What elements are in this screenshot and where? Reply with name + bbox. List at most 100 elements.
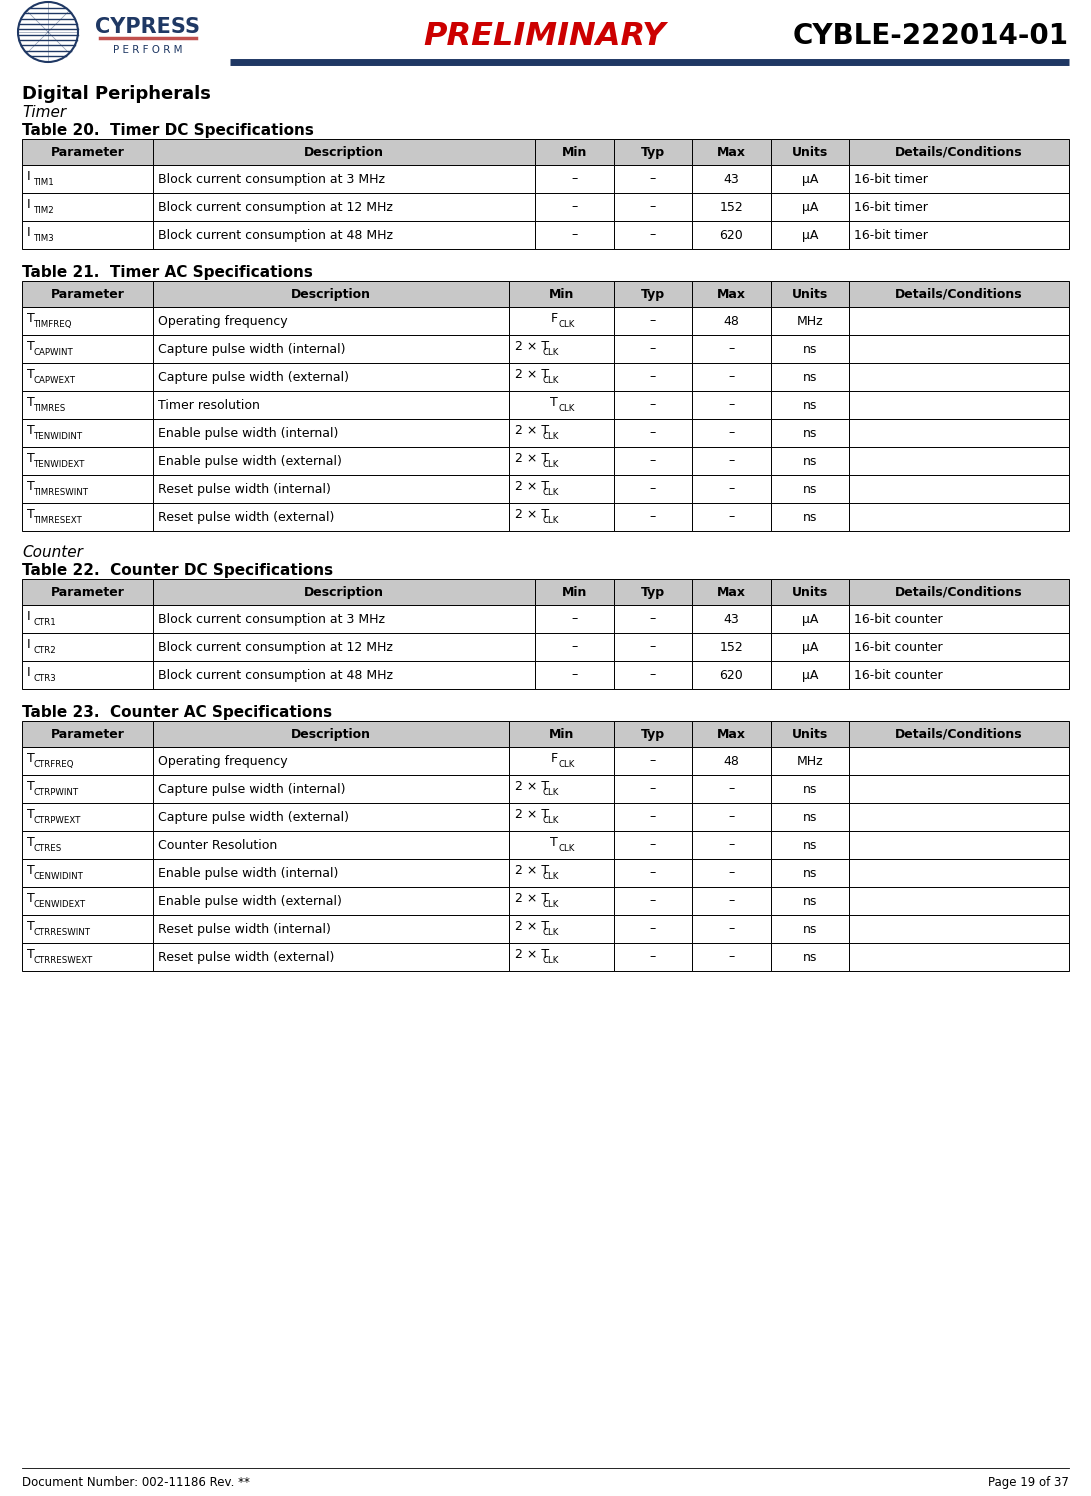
Text: ns: ns [803,398,817,411]
Bar [770,476,849,503]
Text: Block current consumption at 12 MHz: Block current consumption at 12 MHz [158,200,393,214]
Bar [613,503,692,531]
Bar [22,859,153,887]
Text: CENWIDEXT: CENWIDEXT [34,899,86,908]
Bar [692,165,770,193]
Bar [153,942,508,971]
Bar [22,165,153,193]
Text: Max: Max [717,287,746,301]
Text: –: – [572,612,577,625]
Text: CTRRESWINT: CTRRESWINT [34,928,91,936]
Bar [613,447,692,476]
Bar [770,859,849,887]
Text: Units: Units [792,287,828,301]
Bar [22,887,153,916]
Text: Min: Min [549,287,574,301]
Text: Min: Min [549,727,574,741]
Text: MHz: MHz [796,754,824,767]
Text: T: T [27,863,35,877]
Text: 16-bit timer: 16-bit timer [854,229,928,241]
Text: 2 × T: 2 × T [515,480,549,492]
Text: –: – [728,811,734,823]
Text: CYPRESS: CYPRESS [96,16,201,37]
Bar [613,364,692,390]
Text: Reset pulse width (internal): Reset pulse width (internal) [158,923,331,935]
Text: –: – [728,866,734,880]
Bar [692,579,770,604]
Bar [508,503,613,531]
Text: T: T [27,808,35,820]
Text: CAPWINT: CAPWINT [34,347,74,356]
Text: CLK: CLK [558,844,574,853]
Text: CTRES: CTRES [34,844,62,853]
Text: CTRRESWEXT: CTRRESWEXT [34,956,93,965]
Bar [770,579,849,604]
Text: CLK: CLK [543,459,560,468]
Bar [22,803,153,830]
Bar [692,830,770,859]
Bar [692,390,770,419]
Text: –: – [728,483,734,495]
Text: ns: ns [803,343,817,356]
Text: Table 20.  Timer DC Specifications: Table 20. Timer DC Specifications [22,123,314,138]
Text: CTRPWINT: CTRPWINT [34,787,80,796]
Bar [770,221,849,248]
Bar [508,916,613,942]
Bar [22,447,153,476]
Text: µA: µA [802,172,818,186]
Text: TENWIDINT: TENWIDINT [34,431,83,440]
Bar [613,775,692,803]
Text: Description: Description [304,145,384,159]
Bar [849,830,1069,859]
Bar [153,281,508,307]
Bar [692,887,770,916]
Text: 2 × T: 2 × T [515,423,549,437]
Text: Typ: Typ [640,287,664,301]
Text: F: F [551,311,559,325]
Bar [22,364,153,390]
Bar [153,887,508,916]
Bar [22,307,153,335]
Text: ns: ns [803,950,817,963]
Text: –: – [650,640,656,654]
Bar [692,503,770,531]
Bar [692,633,770,661]
Bar [22,747,153,775]
Text: 16-bit timer: 16-bit timer [854,200,928,214]
Text: 2 × T: 2 × T [515,808,549,820]
Text: –: – [650,669,656,682]
Bar [508,476,613,503]
Bar [22,193,153,221]
Text: Timer resolution: Timer resolution [158,398,260,411]
Bar [153,803,508,830]
Text: Operating frequency: Operating frequency [158,314,288,328]
Text: ns: ns [803,371,817,383]
Bar [849,335,1069,364]
Text: Counter: Counter [22,545,83,560]
Text: Reset pulse width (external): Reset pulse width (external) [158,510,334,524]
Text: T: T [27,311,35,325]
Text: CLK: CLK [543,347,560,356]
Text: Block current consumption at 3 MHz: Block current consumption at 3 MHz [158,172,385,186]
Text: TIMFREQ: TIMFREQ [34,320,72,329]
Bar [613,335,692,364]
Bar [508,335,613,364]
Text: 16-bit timer: 16-bit timer [854,172,928,186]
Bar [535,193,613,221]
Text: Capture pulse width (internal): Capture pulse width (internal) [158,782,346,796]
Text: ns: ns [803,838,817,851]
Text: PRELIMINARY: PRELIMINARY [423,21,667,51]
Text: 48: 48 [723,314,740,328]
Bar [153,604,535,633]
Text: CLK: CLK [543,787,560,796]
Bar [692,447,770,476]
Bar [770,390,849,419]
Bar [613,661,692,690]
Text: TIMRES: TIMRES [34,404,67,413]
Text: Parameter: Parameter [50,585,124,598]
Text: ns: ns [803,782,817,796]
Text: Units: Units [792,727,828,741]
Bar [508,364,613,390]
Text: µA: µA [802,612,818,625]
Text: µA: µA [802,669,818,682]
